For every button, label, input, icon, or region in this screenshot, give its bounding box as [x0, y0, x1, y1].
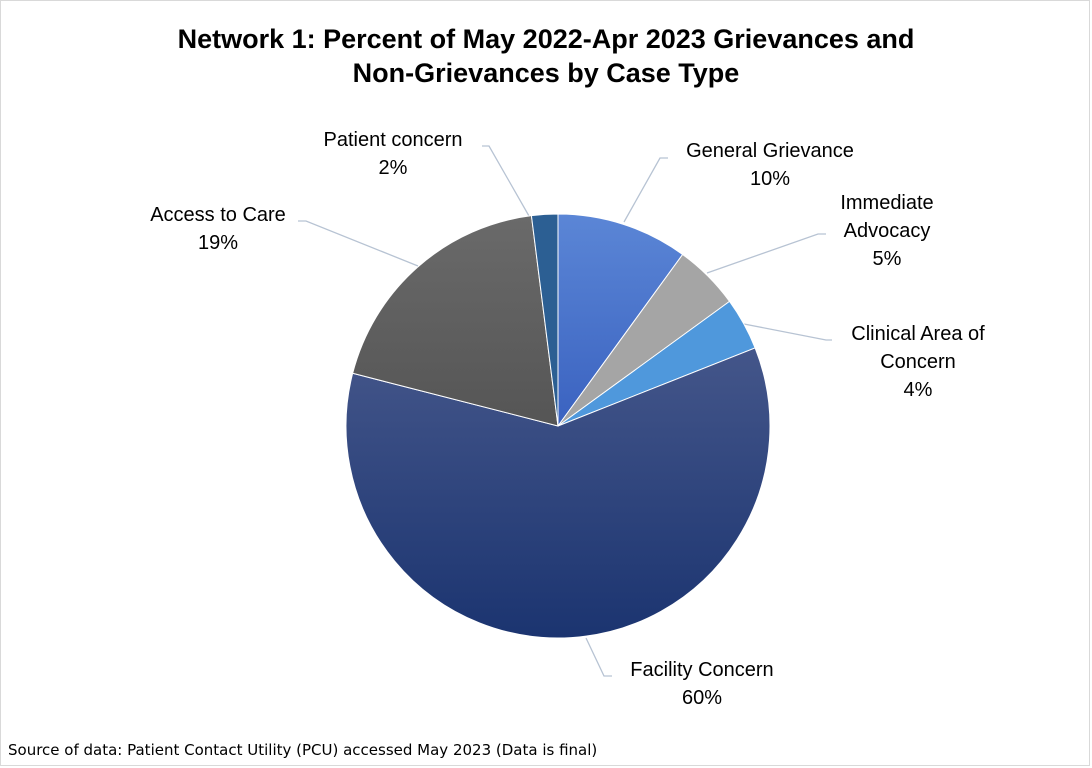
slice-label-immediate-advocacy: Immediate Advocacy 5%: [840, 192, 933, 270]
slice-labels: General Grievance 10% Immediate Advocacy 5% C…: [150, 129, 985, 709]
leader-line-immediate-advocacy: [706, 233, 826, 274]
slice-label-patient-concern: Patient concern 2%: [324, 129, 463, 179]
slice-category-label: Advocacy: [844, 220, 931, 242]
chart-title: Network 1: Percent of May 2022-Apr 2023 …: [0, 22, 1092, 90]
leader-line-patient-concern: [482, 145, 530, 217]
slice-category-label: Patient concern: [324, 129, 463, 151]
slice-label-clinical-area-of-concern: Clinical Area of Concern 4%: [851, 323, 985, 401]
leader-line-clinical-area-of-concern: [743, 323, 832, 341]
pie-chart: General Grievance 10% Immediate Advocacy 5% C…: [150, 129, 985, 709]
slice-category-label: Access to Care: [150, 204, 286, 226]
slice-value-label: 10%: [750, 168, 790, 190]
slice-label-general-grievance: General Grievance 10%: [686, 140, 854, 190]
leader-line-general-grievance: [623, 157, 668, 223]
pie-slice-general-grievance: [557, 213, 684, 428]
pie-slice-patient-concern: [530, 213, 559, 427]
pie-slices: [345, 213, 771, 639]
slice-category-label: Concern: [880, 351, 956, 373]
slice-category-label: Clinical Area of: [851, 323, 985, 345]
slice-value-label: 19%: [198, 232, 238, 254]
chart-title-line-1: Network 1: Percent of May 2022-Apr 2023 …: [177, 24, 915, 54]
slice-label-facility-concern: Facility Concern 60%: [630, 659, 773, 709]
pie-slice-access-to-care: [352, 215, 559, 427]
leader-line-access-to-care: [298, 220, 419, 267]
slice-category-label: Immediate: [840, 192, 933, 214]
slice-value-label: 5%: [873, 248, 902, 270]
slice-value-label: 60%: [682, 687, 722, 709]
leader-lines: [298, 145, 832, 677]
slice-category-label: General Grievance: [686, 140, 854, 162]
pie-slice-facility-concern: [345, 347, 771, 639]
slice-value-label: 4%: [904, 379, 933, 401]
slice-category-label: Facility Concern: [630, 659, 773, 681]
slice-label-access-to-care: Access to Care 19%: [150, 204, 286, 254]
leader-line-facility-concern: [585, 637, 612, 677]
chart-title-line-2: Non-Grievances by Case Type: [352, 58, 740, 88]
source-note: Source of data: Patient Contact Utility …: [8, 741, 598, 759]
slice-value-label: 2%: [379, 157, 408, 179]
